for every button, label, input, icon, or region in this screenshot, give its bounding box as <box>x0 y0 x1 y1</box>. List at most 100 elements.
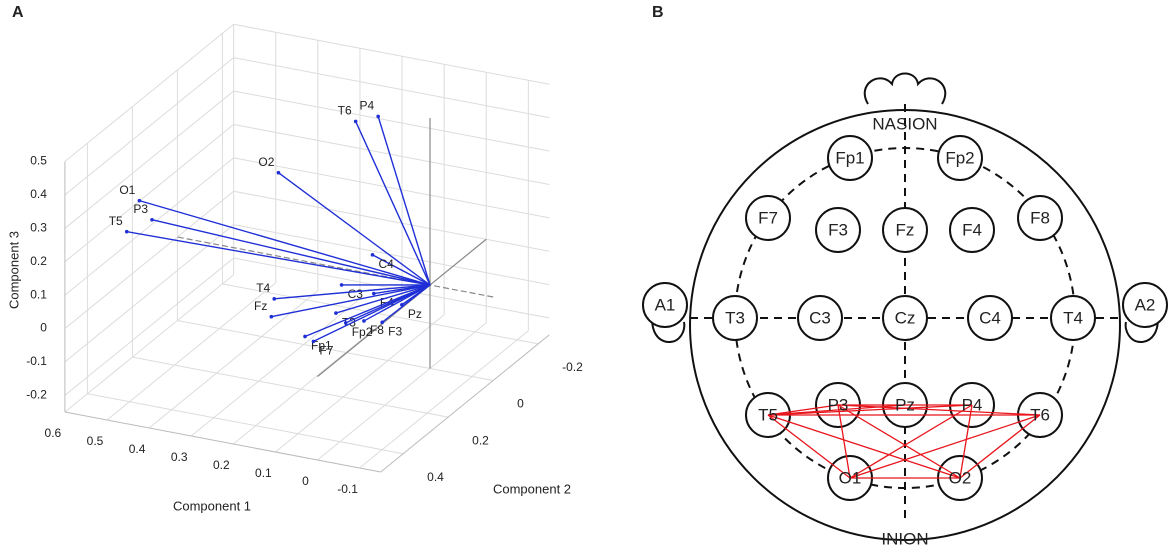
x-tick-label: 0 <box>302 474 309 488</box>
vector-tip <box>269 314 274 319</box>
electrode <box>797 295 843 341</box>
grid-line <box>64 23 234 162</box>
electrode <box>815 207 861 253</box>
loading-vector <box>335 284 431 314</box>
loading-vector <box>355 121 431 286</box>
vector-label: P4 <box>359 99 374 113</box>
loading-vector <box>139 199 431 286</box>
vector-label: C4 <box>379 257 395 271</box>
vector-tip <box>339 283 344 287</box>
x-tick-label: 0.6 <box>45 426 62 440</box>
electrode-label: P4 <box>962 395 983 414</box>
grid-line <box>64 190 234 329</box>
electrode <box>712 295 758 341</box>
electrode-label: Pz <box>895 395 915 414</box>
grid-line <box>64 90 234 229</box>
electrode-label: A2 <box>1135 295 1156 314</box>
electrode <box>1122 282 1168 328</box>
vector-tip <box>380 320 384 325</box>
vector-tip <box>370 253 375 257</box>
grid-line <box>64 224 234 363</box>
grid-line <box>190 298 361 437</box>
vector-tip <box>362 319 366 323</box>
grid-line <box>64 257 234 396</box>
vector-label: T6 <box>338 104 352 118</box>
loading-vector <box>271 284 431 318</box>
electrode <box>1050 295 1096 341</box>
electrode <box>967 295 1013 341</box>
grid-line <box>233 157 550 219</box>
electrode-label: Fp2 <box>945 148 974 167</box>
electrode <box>937 135 983 181</box>
vector-tip <box>137 198 142 203</box>
z-tick-label: 0.1 <box>30 287 47 301</box>
connection <box>959 404 973 479</box>
z-tick-label: -0.2 <box>26 387 47 401</box>
vector-label: F7 <box>319 344 333 358</box>
x-tick-label: 0.1 <box>255 466 272 480</box>
loading-vector <box>372 254 431 286</box>
z-tick-label: 0.2 <box>30 254 47 268</box>
grid-line <box>64 57 234 196</box>
grid-line <box>87 393 404 455</box>
z-tick-label: -0.1 <box>26 354 47 368</box>
loading-vector <box>363 284 431 322</box>
x-tick-label: 0.4 <box>129 442 146 456</box>
x-tick-label: -0.1 <box>337 482 358 496</box>
electrode <box>882 295 928 341</box>
loading-vector <box>274 284 431 300</box>
grid-line <box>222 283 539 345</box>
electrode-label: O1 <box>839 468 862 487</box>
electrode-label: C4 <box>979 308 1001 327</box>
grid-line <box>148 290 319 429</box>
panel-letter: B <box>652 4 664 21</box>
y-tick-label: 0.2 <box>472 433 489 447</box>
x-tick-label: 0.3 <box>171 450 188 464</box>
grid-line <box>275 314 445 453</box>
connection <box>837 404 1041 416</box>
x-tick-label: 0.2 <box>213 458 230 472</box>
landmark-label: INION <box>881 529 928 548</box>
grid-line <box>64 274 234 413</box>
connection <box>767 414 851 479</box>
panel-letter: A <box>12 4 24 21</box>
x-axis-label: Component 1 <box>173 498 251 513</box>
electrode-label: P3 <box>828 395 849 414</box>
grid-line <box>359 330 529 469</box>
z-tick-label: 0 <box>40 321 47 335</box>
electrode-label: F3 <box>828 220 848 239</box>
connection <box>767 404 973 416</box>
y-tick-label: 0.4 <box>427 470 444 484</box>
vector-tip <box>311 339 316 344</box>
connection <box>837 404 961 479</box>
grid-line <box>232 306 403 445</box>
vector-tip <box>372 291 376 296</box>
origin-axis <box>317 238 487 377</box>
vector-label: F8 <box>370 323 384 337</box>
vector-label: Fp1 <box>311 339 332 353</box>
vector-tip <box>376 114 380 119</box>
loading-vector <box>377 116 431 286</box>
z-tick-label: 0.3 <box>30 220 47 234</box>
z-axis-label: Component 3 <box>6 231 21 309</box>
electrode-label: F7 <box>758 208 778 227</box>
vector-tip <box>272 297 277 301</box>
electrode-label: T3 <box>725 308 745 327</box>
vector-tip <box>150 217 154 222</box>
loading-vector <box>126 230 431 286</box>
loading-vector <box>401 284 431 306</box>
grid-line <box>132 356 449 418</box>
vector-label: T5 <box>109 214 123 228</box>
grid-line <box>233 23 550 85</box>
grid-line <box>177 320 494 381</box>
vector-tip <box>400 302 404 307</box>
vector-label: T4 <box>256 281 270 295</box>
connection <box>767 414 961 479</box>
vector-tip <box>343 321 348 325</box>
connection <box>837 404 851 479</box>
loading-vector <box>313 284 431 343</box>
nose <box>863 72 947 105</box>
electrode <box>827 135 873 181</box>
electrode-label: F8 <box>1030 208 1050 227</box>
